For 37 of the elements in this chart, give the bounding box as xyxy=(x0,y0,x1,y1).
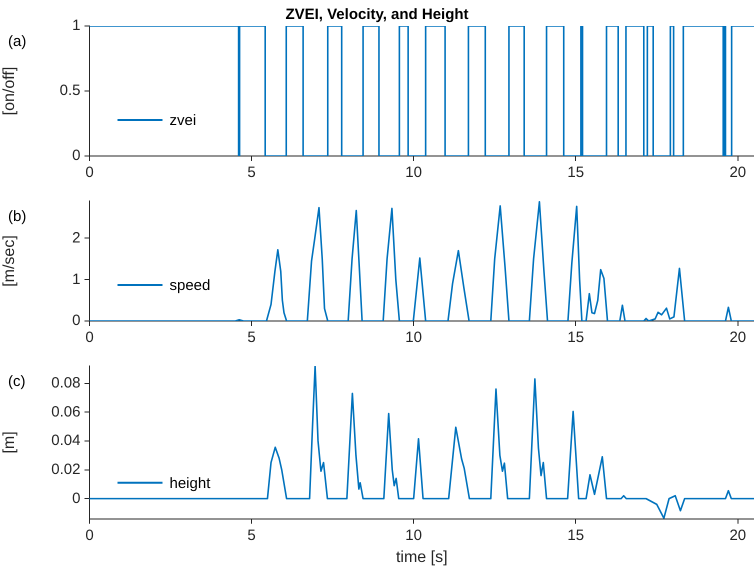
text: (c) xyxy=(8,373,26,390)
y-tick-label: 0.08 xyxy=(51,374,80,392)
x-tick-label: 10 xyxy=(405,526,422,544)
x-tick-label: 10 xyxy=(405,164,422,182)
y-tick-label: 0.06 xyxy=(51,403,80,420)
x-tick-label: 10 xyxy=(405,329,422,346)
legend-label: height xyxy=(170,474,212,492)
x-tick-label: 15 xyxy=(567,329,584,346)
chart-title: ZVEI, Velocity, and Height xyxy=(285,6,469,24)
text: (b) xyxy=(8,208,26,226)
x-tick-label: 20 xyxy=(729,164,746,182)
x-tick-label: 0 xyxy=(85,329,94,346)
text: (a) xyxy=(8,33,26,50)
y-tick-label: 0 xyxy=(72,312,80,330)
y-tick-label: 0 xyxy=(72,147,80,164)
y-tick-label: 0 xyxy=(72,490,80,507)
y-tick-label: 0.5 xyxy=(60,82,80,100)
y-axis-title: [m] xyxy=(1,431,18,454)
y-axis-title: [on/off] xyxy=(1,66,18,116)
x-tick-label: 5 xyxy=(247,164,256,182)
legend-label: speed xyxy=(170,277,210,294)
y-tick-label: 1 xyxy=(72,17,80,34)
legend-label: zvei xyxy=(170,112,196,130)
x-tick-label: 15 xyxy=(567,526,584,544)
x-tick-label: 15 xyxy=(567,164,584,182)
x-tick-label: 0 xyxy=(85,164,94,182)
x-tick-label: 5 xyxy=(247,329,256,346)
x-axis-title: time [s] xyxy=(396,548,448,566)
y-tick-label: 1 xyxy=(72,270,80,288)
x-tick-label: 5 xyxy=(247,526,256,544)
x-tick-label: 20 xyxy=(729,329,746,346)
y-tick-label: 0.02 xyxy=(51,460,80,478)
y-tick-label: 2 xyxy=(72,229,80,246)
y-tick-label: 0.04 xyxy=(51,432,80,450)
y-axis-title: [m/sec] xyxy=(1,235,18,287)
x-tick-label: 20 xyxy=(729,526,746,544)
x-tick-label: 0 xyxy=(85,526,94,544)
